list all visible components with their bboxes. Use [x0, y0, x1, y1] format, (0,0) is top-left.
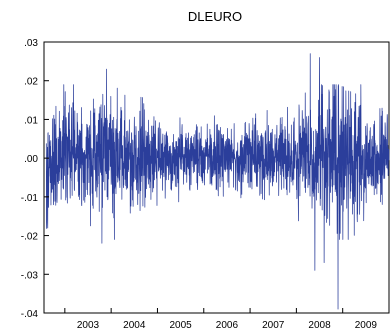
- x-tick-label: 2003: [77, 320, 100, 331]
- y-tick-label: .01: [24, 115, 38, 126]
- x-axis: 2003 2004 2005 2006 2007 2008 2009: [64, 308, 378, 331]
- x-tick-label: 2005: [169, 320, 192, 331]
- y-tick-label: .02: [24, 77, 38, 88]
- plot-frame: [43, 41, 390, 314]
- x-tick-label: 2004: [123, 320, 146, 331]
- y-tick-label: .03: [24, 38, 38, 49]
- x-tick-label: 2007: [262, 320, 285, 331]
- chart-title: DLEURO: [188, 9, 242, 24]
- y-tick-label: -.04: [21, 309, 39, 320]
- y-tick-label: .00: [24, 154, 38, 165]
- x-tick-label: 2008: [308, 320, 331, 331]
- y-tick-label: -.02: [21, 232, 39, 243]
- y-tick-label: -.03: [21, 270, 39, 281]
- plot-area: .03.02.01.00-.01-.02-.03-.04 2003 2004 200…: [21, 38, 390, 331]
- y-axis: .03 .02 .01 .00 -.01 -.02 -.03 -.04: [21, 38, 49, 320]
- x-tick-label: 2006: [216, 320, 239, 331]
- series-layer: [45, 53, 390, 310]
- dleuro-series-line: [45, 53, 390, 310]
- x-tick-label: 2009: [355, 320, 378, 331]
- y-tick-label: -.01: [21, 193, 39, 204]
